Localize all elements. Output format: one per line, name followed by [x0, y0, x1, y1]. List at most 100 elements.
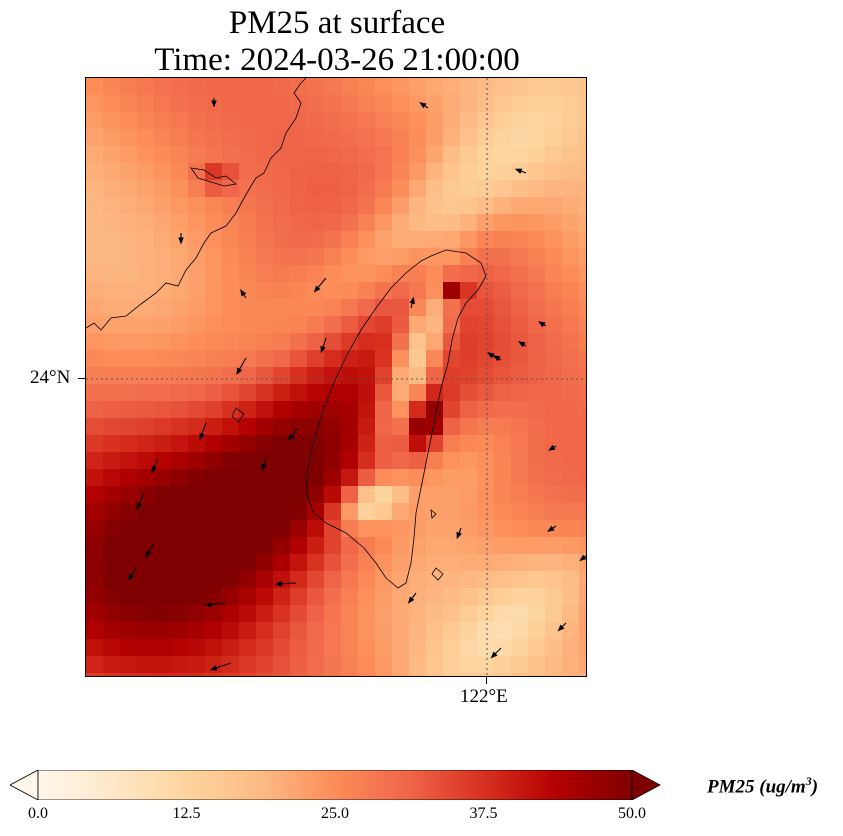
- pm25-cell: [562, 78, 580, 96]
- pm25-cell: [273, 299, 291, 317]
- pm25-cell: [324, 656, 342, 674]
- pm25-cell: [358, 469, 376, 487]
- pm25-cell: [375, 622, 393, 640]
- pm25-cell: [409, 316, 427, 334]
- pm25-cell: [426, 299, 444, 317]
- pm25-cell: [222, 639, 240, 657]
- pm25-cell: [494, 401, 512, 419]
- pm25-cell: [341, 554, 359, 572]
- wind-arrow: [236, 357, 247, 376]
- pm25-field: [86, 78, 586, 676]
- pm25-cell: [188, 622, 206, 640]
- pm25-cell: [86, 520, 104, 538]
- pm25-cell: [188, 197, 206, 215]
- wind-arrow: [409, 296, 415, 309]
- pm25-cell: [188, 520, 206, 538]
- pm25-cell: [392, 571, 410, 589]
- pm25-cell: [562, 537, 580, 555]
- pm25-cell: [290, 520, 308, 538]
- pm25-cell: [477, 571, 495, 589]
- pm25-cell: [545, 112, 563, 130]
- pm25-cell: [103, 486, 121, 504]
- pm25-cell: [358, 282, 376, 300]
- pm25-cell: [562, 248, 580, 266]
- pm25-cell: [222, 299, 240, 317]
- wind-arrow: [274, 580, 297, 587]
- pm25-cell: [205, 418, 223, 436]
- pm25-cell: [460, 180, 478, 198]
- pm25-cell: [256, 639, 274, 657]
- pm25-cell: [307, 520, 325, 538]
- pm25-cell: [256, 231, 274, 249]
- pm25-cell: [273, 452, 291, 470]
- pm25-cell: [154, 605, 172, 623]
- pm25-cell: [494, 384, 512, 402]
- pm25-cell: [511, 95, 529, 113]
- pm25-cell: [341, 299, 359, 317]
- wind-arrow: [240, 289, 247, 299]
- map-time: Time: 2024-03-26 21:00:00: [154, 42, 520, 78]
- pm25-cell: [120, 673, 138, 676]
- pm25-cell: [341, 588, 359, 606]
- pm25-cell: [256, 503, 274, 521]
- pm25-cell: [392, 333, 410, 351]
- wind-arrow: [419, 102, 429, 109]
- pm25-cell: [358, 78, 376, 96]
- pm25-cell: [222, 163, 240, 181]
- pm25-cell: [86, 673, 104, 676]
- pm25-cell: [511, 367, 529, 385]
- wind-arrow: [456, 527, 462, 540]
- pm25-cell: [103, 248, 121, 266]
- pm25-cell: [443, 146, 461, 164]
- pm25-cell: [188, 673, 206, 676]
- pm25-cell: [375, 554, 393, 572]
- pm25-cell: [273, 95, 291, 113]
- pm25-cell: [290, 299, 308, 317]
- pm25-cell: [545, 248, 563, 266]
- pm25-cell: [545, 197, 563, 215]
- pm25-cell: [341, 163, 359, 181]
- pm25-cell: [460, 554, 478, 572]
- pm25-cell: [545, 231, 563, 249]
- pm25-cell: [579, 146, 586, 164]
- pm25-cell: [528, 248, 546, 266]
- pm25-cell: [86, 316, 104, 334]
- pm25-cell: [307, 469, 325, 487]
- pm25-cell: [307, 316, 325, 334]
- pm25-cell: [290, 418, 308, 436]
- pm25-cell: [409, 78, 427, 96]
- pm25-cell: [562, 435, 580, 453]
- pm25-cell: [171, 333, 189, 351]
- pm25-cell: [545, 265, 563, 283]
- pm25-cell: [545, 333, 563, 351]
- pm25-cell: [103, 163, 121, 181]
- pm25-cell: [222, 622, 240, 640]
- pm25-cell: [205, 146, 223, 164]
- pm25-cell: [579, 299, 586, 317]
- pm25-cell: [375, 231, 393, 249]
- pm25-cell: [375, 418, 393, 436]
- pm25-cell: [256, 401, 274, 419]
- pm25-cell: [256, 316, 274, 334]
- pm25-cell: [171, 384, 189, 402]
- pm25-cell: [103, 588, 121, 606]
- pm25-cell: [460, 639, 478, 657]
- pm25-cell: [545, 486, 563, 504]
- pm25-cell: [494, 316, 512, 334]
- pm25-cell: [460, 622, 478, 640]
- pm25-cell: [120, 401, 138, 419]
- pm25-cell: [562, 180, 580, 198]
- pm25-cell: [120, 95, 138, 113]
- pm25-cell: [477, 503, 495, 521]
- pm25-cell: [171, 639, 189, 657]
- pm25-cell: [392, 163, 410, 181]
- pm25-cell: [358, 503, 376, 521]
- pm25-cell: [239, 554, 257, 572]
- pm25-cell: [579, 520, 586, 538]
- pm25-cell: [324, 231, 342, 249]
- pm25-cell: [137, 656, 155, 674]
- pm25-cell: [86, 214, 104, 232]
- pm25-cell: [273, 350, 291, 368]
- pm25-cell: [545, 95, 563, 113]
- pm25-cell: [528, 452, 546, 470]
